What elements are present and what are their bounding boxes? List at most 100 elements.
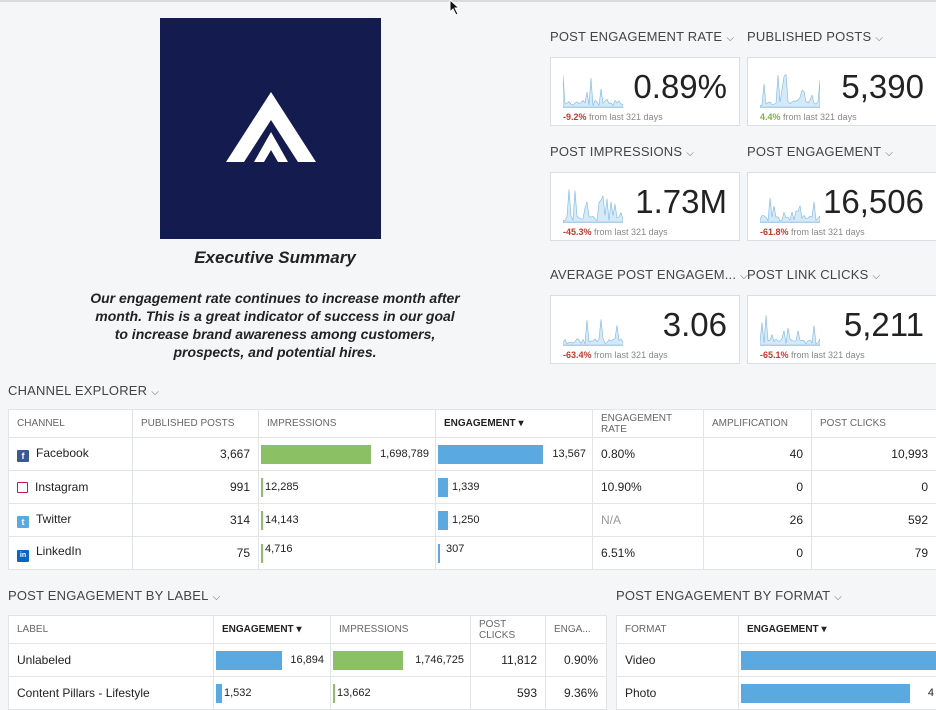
mouse-cursor-icon bbox=[449, 0, 461, 16]
channel-cell: in LinkedIn bbox=[8, 536, 133, 570]
impressions-bar bbox=[261, 544, 263, 563]
channel-cell: f Facebook bbox=[8, 437, 133, 471]
col-header-engagement-rate[interactable]: ENGAGEMENT RATE bbox=[592, 409, 704, 438]
kpi-card-engagement[interactable]: 16,506 -61.8% from last 321 days bbox=[747, 172, 936, 241]
engagement-cell: 4 bbox=[738, 676, 936, 710]
post-clicks-cell: 79 bbox=[811, 536, 936, 570]
col-header-post-clicks[interactable]: POST CLICKS bbox=[811, 409, 936, 438]
engagement-cell: 1,250 bbox=[435, 503, 593, 537]
label-cell: Unlabeled bbox=[8, 643, 214, 677]
twitter-icon: t bbox=[17, 516, 29, 528]
col-header-channel[interactable]: CHANNEL bbox=[8, 409, 133, 438]
sort-desc-icon: ▾ bbox=[821, 624, 827, 635]
label-cell: Content Pillars - Lifestyle bbox=[8, 676, 214, 710]
chevron-down-icon: ⌵ bbox=[726, 33, 735, 44]
kpi-card-link-clicks[interactable]: 5,211 -65.1% from last 321 days bbox=[747, 295, 936, 364]
col-header-label[interactable]: LABEL bbox=[8, 615, 214, 644]
post-clicks-cell: 593 bbox=[470, 676, 546, 710]
post-clicks-cell: 592 bbox=[811, 503, 936, 537]
impressions-cell: 14,143 bbox=[258, 503, 436, 537]
col-header-published-posts[interactable]: PUBLISHED POSTS bbox=[132, 409, 259, 438]
sort-desc-icon: ▾ bbox=[296, 624, 302, 635]
post-clicks-cell: 10,993 bbox=[811, 437, 936, 471]
table-row[interactable]: Content Pillars - Lifestyle 1,532 13,662… bbox=[8, 676, 607, 710]
kpi-label-published-posts[interactable]: PUBLISHED POSTS ⌵ bbox=[747, 29, 884, 44]
engagement-bar bbox=[741, 651, 936, 670]
kpi-card-impressions[interactable]: 1.73M -45.3% from last 321 days bbox=[550, 172, 740, 241]
engagement-cell: 1,339 bbox=[435, 470, 593, 504]
col-header-engagement[interactable]: ENGAGEMENT ▾ bbox=[435, 409, 593, 438]
engagement-rate-cell: 0.90% bbox=[545, 643, 607, 677]
sparkline bbox=[563, 189, 623, 223]
engagement-bar bbox=[438, 544, 440, 563]
chevron-down-icon: ⌵ bbox=[686, 148, 695, 159]
facebook-icon: f bbox=[17, 450, 29, 462]
impressions-bar bbox=[333, 651, 403, 670]
by-format-title[interactable]: POST ENGAGEMENT BY FORMAT ⌵ bbox=[616, 588, 843, 603]
kpi-change: -9.2% from last 321 days bbox=[563, 112, 663, 122]
table-row[interactable]: f Facebook 3,667 1,698,789 13,567 0.80% 4… bbox=[8, 437, 936, 471]
table-row[interactable]: Video bbox=[616, 643, 936, 677]
kpi-label-engagement-rate[interactable]: POST ENGAGEMENT RATE ⌵ bbox=[550, 29, 735, 44]
format-cell: Photo bbox=[616, 676, 739, 710]
chevron-down-icon: ⌵ bbox=[834, 592, 843, 603]
impressions-cell: 12,285 bbox=[258, 470, 436, 504]
chevron-down-icon: ⌵ bbox=[872, 271, 881, 282]
col-header-format[interactable]: FORMAT bbox=[616, 615, 739, 644]
executive-summary-text: Our engagement rate continues to increas… bbox=[90, 290, 460, 360]
kpi-card-avg-engagement[interactable]: 3.06 -63.4% from last 321 days bbox=[550, 295, 740, 364]
impressions-cell: 1,746,725 bbox=[330, 643, 471, 677]
engagement-cell: 13,567 bbox=[435, 437, 593, 471]
col-header-amplification[interactable]: AMPLIFICATION bbox=[703, 409, 812, 438]
engagement-cell: 16,894 bbox=[213, 643, 331, 677]
post-clicks-cell: 0 bbox=[811, 470, 936, 504]
kpi-label-avg-engagement[interactable]: AVERAGE POST ENGAGEM... ⌵ bbox=[550, 267, 748, 282]
col-header-impressions[interactable]: IMPRESSIONS bbox=[258, 409, 436, 438]
col-header-impressions[interactable]: IMPRESSIONS bbox=[330, 615, 471, 644]
table-row[interactable]: Photo 4 bbox=[616, 676, 936, 710]
kpi-value: 0.89% bbox=[633, 68, 727, 105]
top-border bbox=[0, 0, 936, 2]
col-header-engagement[interactable]: ENGAGEMENT ▾ bbox=[738, 615, 936, 644]
kpi-card-published-posts[interactable]: 5,390 4.4% from last 321 days bbox=[747, 57, 936, 126]
kpi-label-engagement[interactable]: POST ENGAGEMENT ⌵ bbox=[747, 144, 894, 159]
kpi-change: -63.4% from last 321 days bbox=[563, 350, 668, 360]
engagement-bar bbox=[216, 684, 222, 703]
engagement-bar bbox=[216, 651, 282, 670]
table-row[interactable]: t Twitter 314 14,143 1,250 N/A 26 592 bbox=[8, 503, 936, 537]
table-row[interactable]: in LinkedIn 75 4,716 307 6.51% 0 79 bbox=[8, 536, 936, 570]
by-label-table: LABEL ENGAGEMENT ▾ IMPRESSIONS POST CLIC… bbox=[8, 615, 607, 710]
engagement-rate-cell: N/A bbox=[592, 503, 704, 537]
sort-desc-icon: ▾ bbox=[518, 418, 524, 429]
col-header-engagement[interactable]: ENGAGEMENT ▾ bbox=[213, 615, 331, 644]
col-header-engagement-rate[interactable]: ENGA... bbox=[545, 615, 607, 644]
chevron-down-icon: ⌵ bbox=[875, 33, 884, 44]
engagement-bar bbox=[438, 445, 543, 464]
sparkline bbox=[760, 73, 820, 108]
table-row[interactable]: Unlabeled 16,894 1,746,725 11,812 0.90% bbox=[8, 643, 607, 677]
post-clicks-cell: 11,812 bbox=[470, 643, 546, 677]
by-label-title[interactable]: POST ENGAGEMENT BY LABEL ⌵ bbox=[8, 588, 221, 603]
kpi-value: 3.06 bbox=[662, 306, 727, 343]
chevron-down-icon: ⌵ bbox=[212, 592, 221, 603]
chevron-down-icon: ⌵ bbox=[885, 148, 894, 159]
kpi-change: -65.1% from last 321 days bbox=[760, 350, 865, 360]
published-posts-cell: 314 bbox=[132, 503, 259, 537]
engagement-bar bbox=[741, 684, 910, 703]
engagement-rate-cell: 9.36% bbox=[545, 676, 607, 710]
engagement-cell: 307 bbox=[435, 536, 593, 570]
kpi-value: 16,506 bbox=[823, 183, 924, 220]
sparkline bbox=[563, 75, 623, 108]
col-header-post-clicks[interactable]: POST CLICKS bbox=[470, 615, 546, 644]
channel-explorer-table: CHANNEL PUBLISHED POSTS IMPRESSIONS ENGA… bbox=[8, 409, 936, 570]
channel-explorer-title[interactable]: CHANNEL EXPLORER ⌵ bbox=[8, 383, 160, 398]
kpi-label-impressions[interactable]: POST IMPRESSIONS ⌵ bbox=[550, 144, 695, 159]
kpi-label-link-clicks[interactable]: POST LINK CLICKS ⌵ bbox=[747, 267, 881, 282]
impressions-bar bbox=[261, 511, 263, 530]
engagement-cell: 1,532 bbox=[213, 676, 331, 710]
table-row[interactable]: Instagram 991 12,285 1,339 10.90% 0 0 bbox=[8, 470, 936, 504]
table-header-row: CHANNEL PUBLISHED POSTS IMPRESSIONS ENGA… bbox=[8, 409, 936, 438]
kpi-change: -45.3% from last 321 days bbox=[563, 227, 668, 237]
kpi-card-engagement-rate[interactable]: 0.89% -9.2% from last 321 days bbox=[550, 57, 740, 126]
impressions-cell: 1,698,789 bbox=[258, 437, 436, 471]
